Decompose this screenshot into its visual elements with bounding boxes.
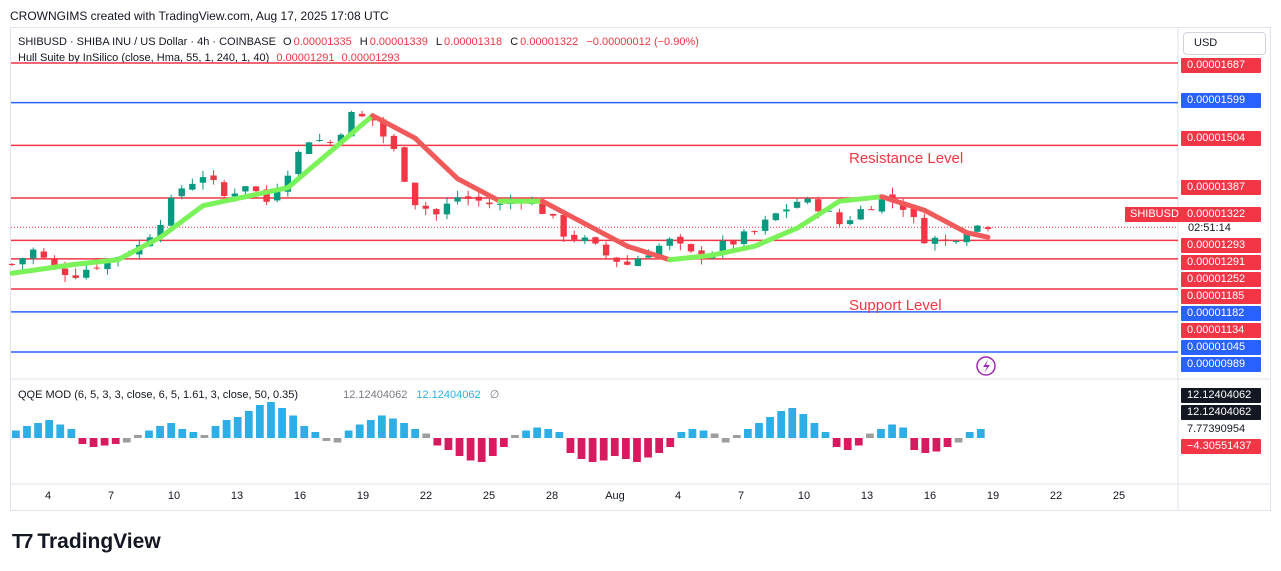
price-tag: 0.00001291 [1181, 255, 1261, 270]
price-tag: 0.00001134 [1181, 323, 1261, 338]
time-tick-label: 13 [230, 490, 244, 502]
close-label: C [510, 36, 519, 48]
symbol-info[interactable]: SHIBUSD · SHIBA INU / US Dollar · 4h · C… [18, 36, 276, 48]
chart-frame[interactable] [10, 27, 1271, 511]
change-value: −0.00000012 (−0.90%) [586, 36, 699, 48]
high-label: H [359, 36, 368, 48]
time-tick-label: 19 [986, 490, 1000, 502]
price-tag: 0.00001322 [1181, 207, 1261, 222]
open-value: 0.00001335 [293, 36, 352, 48]
indicator-value-2: 0.00001293 [341, 52, 400, 64]
time-tick-label: 22 [419, 490, 433, 502]
price-tag: 0.00001182 [1181, 306, 1261, 321]
time-tick-label: Aug [605, 490, 625, 502]
indicator-name[interactable]: Hull Suite by InSilico (close, Hma, 55, … [18, 52, 270, 64]
low-label: L [435, 36, 443, 48]
resistance-annotation: Resistance Level [849, 150, 964, 167]
support-annotation: Support Level [849, 297, 942, 314]
currency-selector[interactable]: USD [1183, 32, 1266, 55]
price-tag: 0.00001045 [1181, 340, 1261, 355]
tradingview-logo-icon: T7 [12, 530, 33, 553]
price-legend: SHIBUSD · SHIBA INU / US Dollar · 4h · C… [18, 36, 701, 48]
price-tag: 0.00001504 [1181, 131, 1261, 146]
time-tick-label: 19 [356, 490, 370, 502]
chart-attribution: CROWNGIMS created with TradingView.com, … [10, 9, 389, 23]
qqe-value-2: 12.12404062 [416, 389, 481, 401]
bar-countdown: 02:51:14 [1188, 222, 1231, 234]
price-tag: 0.00001387 [1181, 180, 1261, 195]
indicator-value-1: 0.00001291 [276, 52, 335, 64]
time-tick-label: 10 [167, 490, 181, 502]
close-value: 0.00001322 [520, 36, 579, 48]
time-tick-label: 22 [1049, 490, 1063, 502]
brand-name: TradingView [37, 530, 161, 553]
time-tick-label: 4 [674, 490, 682, 502]
qqe-tag: −4.30551437 [1181, 439, 1261, 454]
price-tag: 0.00001293 [1181, 238, 1261, 253]
qqe-legend: QQE MOD (6, 5, 3, 3, close, 6, 5, 1.61, … [18, 388, 501, 401]
qqe-tag: 12.12404062 [1181, 405, 1261, 420]
indicator-legend: Hull Suite by InSilico (close, Hma, 55, … [18, 52, 402, 64]
time-tick-label: 4 [44, 490, 52, 502]
symbol-price-tag: SHIBUSD [1125, 207, 1184, 222]
price-tag: 0.00001252 [1181, 272, 1261, 287]
price-tag: 0.00001185 [1181, 289, 1261, 304]
time-tick-label: 16 [293, 490, 307, 502]
time-tick-label: 7 [107, 490, 115, 502]
tradingview-logo[interactable]: T7 TradingView [12, 530, 161, 554]
time-tick-label: 10 [797, 490, 811, 502]
qqe-value-1: 12.12404062 [343, 389, 408, 401]
price-tag: 0.00001687 [1181, 58, 1261, 73]
time-tick-label: 25 [1112, 490, 1126, 502]
time-tick-label: 28 [545, 490, 559, 502]
time-tick-label: 25 [482, 490, 496, 502]
time-tick-label: 7 [737, 490, 745, 502]
low-value: 0.00001318 [444, 36, 503, 48]
time-tick-label: 16 [923, 490, 937, 502]
price-tag: 0.00000989 [1181, 357, 1261, 372]
open-label: O [283, 36, 292, 48]
qqe-name[interactable]: QQE MOD (6, 5, 3, 3, close, 6, 5, 1.61, … [18, 389, 299, 401]
high-value: 0.00001339 [369, 36, 428, 48]
qqe-tag: 12.12404062 [1181, 388, 1261, 403]
time-tick-label: 13 [860, 490, 874, 502]
qqe-tag: 7.77390954 [1187, 423, 1246, 435]
price-tag: 0.00001599 [1181, 93, 1261, 108]
qqe-null-icon: ∅ [489, 389, 500, 401]
